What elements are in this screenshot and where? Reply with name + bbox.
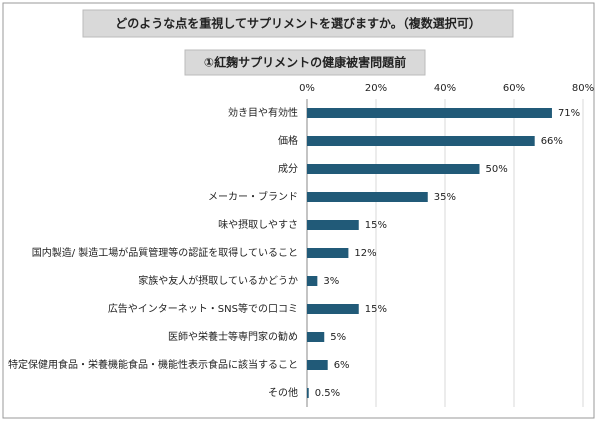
value-label: 5% [330, 332, 346, 343]
x-tick-label: 60% [503, 83, 525, 94]
y-tick-label: 国内製造/ 製造工場が品質管理等の認証を取得していること [32, 246, 298, 259]
value-label: 12% [354, 248, 376, 259]
bar [307, 360, 328, 370]
title-box [82, 9, 514, 38]
x-tick-label: 80% [572, 83, 594, 94]
chart-title: どのような点を重視してサプリメントを選びますか。（複数選択可） [115, 16, 480, 31]
y-tick-label: 特定保健用食品・栄養機能食品・機能性表示食品に該当すること [8, 358, 298, 371]
bar [307, 304, 359, 314]
value-label: 66% [541, 136, 563, 147]
value-label: 6% [334, 360, 350, 371]
x-tick-label: 20% [365, 83, 387, 94]
bar [307, 220, 359, 230]
bar [307, 192, 428, 202]
y-tick-label: 家族や友人が摂取しているかどうか [138, 274, 298, 287]
value-label: 3% [323, 276, 339, 287]
value-label: 71% [558, 108, 580, 119]
y-tick-label: 価格 [278, 134, 298, 147]
x-tick-label: 0% [299, 83, 315, 94]
y-tick-label: その他 [268, 386, 298, 399]
bar [307, 136, 535, 146]
y-tick-label: 味や摂取しやすさ [218, 218, 298, 231]
bar [307, 388, 309, 398]
y-tick-label: メーカー・ブランド [208, 190, 298, 203]
value-label: 15% [365, 304, 387, 315]
bar [307, 164, 480, 174]
bar [307, 248, 349, 258]
y-tick-label: 効き目や有効性 [228, 106, 298, 119]
y-tick-label: 成分 [278, 163, 298, 175]
x-tick-label: 40% [434, 83, 456, 94]
bar [307, 276, 318, 286]
bar [307, 108, 552, 118]
value-label: 35% [434, 192, 456, 203]
value-label: 15% [365, 220, 387, 231]
chart-subtitle: ①紅麹サプリメントの健康被害問題前 [204, 55, 406, 70]
subtitle-box [184, 49, 426, 76]
value-label: 50% [486, 164, 508, 175]
y-tick-label: 医師や栄養士等専門家の勧め [168, 330, 298, 343]
y-tick-label: 広告やインターネット・SNS等での口コミ [108, 302, 298, 315]
value-label: 0.5% [315, 388, 340, 399]
bar [307, 332, 325, 342]
